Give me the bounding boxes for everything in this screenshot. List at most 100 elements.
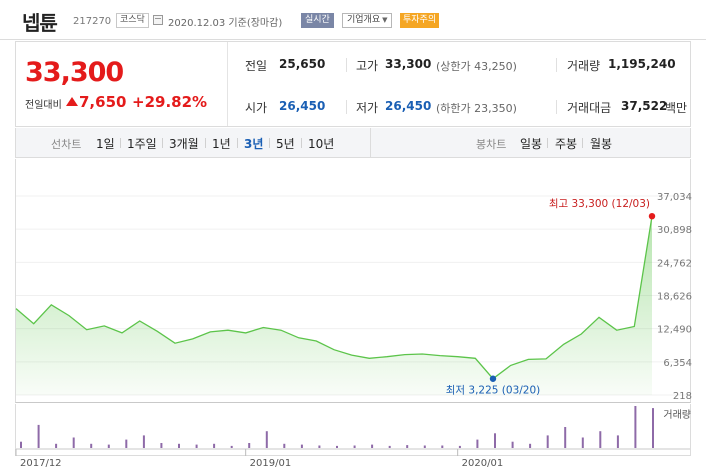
candle-monthly[interactable]: 월봉 xyxy=(590,137,613,151)
prev-close-label: 전일 xyxy=(245,59,268,73)
divider xyxy=(556,100,557,114)
price-area-fill xyxy=(16,216,652,395)
y-tick-label: 24,762 xyxy=(657,258,692,269)
volume-bar xyxy=(213,443,216,448)
change-value: 7,650 xyxy=(79,93,127,111)
volume-bar xyxy=(336,445,338,448)
separator xyxy=(547,138,548,148)
high-marker xyxy=(648,212,656,220)
volume-bar xyxy=(160,443,163,448)
volume-bar xyxy=(195,444,198,448)
separator xyxy=(582,138,583,148)
period-1w[interactable]: 1주일 xyxy=(127,137,157,151)
change-rate: +29.82% xyxy=(132,93,208,111)
open-value: 26,450 xyxy=(279,99,326,113)
separator xyxy=(120,138,121,148)
candle-weekly[interactable]: 주봉 xyxy=(555,137,578,151)
volume-label: 거래량 xyxy=(663,409,691,421)
low-marker xyxy=(489,375,497,382)
separator xyxy=(269,138,270,148)
volume-bar xyxy=(283,443,286,448)
y-tick-label: 30,898 xyxy=(657,225,692,236)
quote-panel: 33,300 전일대비 7,650 +29.82% 전일 25,650 고가 3… xyxy=(15,41,691,127)
period-1d[interactable]: 1일 xyxy=(96,137,115,151)
x-tick-label: 2019/01 xyxy=(250,458,292,469)
realtime-button[interactable]: 실시간 xyxy=(301,13,334,28)
volume-bar xyxy=(406,445,409,448)
line-chart-label: 선차트 xyxy=(51,138,82,151)
base-date: 2020.12.03 기준(장마감) xyxy=(168,18,283,29)
volume-bar xyxy=(529,443,532,448)
volume-bar xyxy=(599,431,602,448)
volume-chart-frame xyxy=(15,404,691,456)
divider xyxy=(346,100,347,114)
volume-bar xyxy=(20,441,22,448)
volume-bar xyxy=(178,443,180,448)
stock-header: 넵튠 217270 코스닥 2020.12.03 기준(장마감) 실시간 기업개… xyxy=(0,0,706,40)
y-tick-label: 12,490 xyxy=(657,325,692,336)
y-tick-label: 6,354 xyxy=(663,358,692,369)
divider xyxy=(346,58,347,72)
period-5y[interactable]: 5년 xyxy=(276,137,295,151)
volume-bar xyxy=(353,445,356,448)
separator xyxy=(162,138,163,148)
volume-bar xyxy=(371,444,374,448)
period-3y[interactable]: 3년 xyxy=(244,137,264,151)
low-label: 저가 xyxy=(356,101,379,115)
high-annotation: 최고 33,300 (12/03) xyxy=(549,198,650,210)
volume-bar xyxy=(388,445,391,448)
price-chart-frame xyxy=(15,159,691,403)
current-price: 33,300 xyxy=(25,57,124,88)
volume-bar xyxy=(441,445,444,448)
price-area: 33,300 전일대비 7,650 +29.82% xyxy=(16,42,228,126)
price-line xyxy=(15,216,653,380)
volume-bar xyxy=(230,445,233,448)
volume-bar xyxy=(142,435,145,448)
volume-bar xyxy=(125,439,128,448)
company-overview-select[interactable]: 기업개요 ▼ xyxy=(342,13,392,28)
company-overview-label: 기업개요 xyxy=(347,15,381,25)
period-1y[interactable]: 1년 xyxy=(212,137,231,151)
volume-bar xyxy=(72,437,75,448)
period-10y[interactable]: 10년 xyxy=(308,137,335,151)
open-label: 시가 xyxy=(245,101,268,115)
separator xyxy=(237,138,238,148)
calendar-icon xyxy=(153,15,163,25)
x-tick-label: 2020/01 xyxy=(462,458,504,469)
amount-value: 37,522 xyxy=(621,99,668,113)
candle-chart-label: 봉차트 xyxy=(476,138,507,151)
high-label: 고가 xyxy=(356,59,379,73)
volume-bar xyxy=(55,443,58,448)
period-3m[interactable]: 3개월 xyxy=(169,137,199,151)
period-toolbar: 선차트 1일 1주일 3개월 1년 3년 5년 10년 봉차트 일봉 주봉 월봉 xyxy=(15,128,691,158)
high-value: 33,300 xyxy=(385,57,432,71)
separator xyxy=(205,138,206,148)
low-annotation: 최저 3,225 (03/20) xyxy=(446,385,541,397)
amount-label: 거래대금 xyxy=(567,101,612,115)
volume-bar xyxy=(616,435,619,448)
volume-bar xyxy=(423,445,426,448)
y-tick-label: 218 xyxy=(673,391,692,402)
candle-daily[interactable]: 일봉 xyxy=(520,137,543,151)
stock-name: 넵튠 xyxy=(22,11,58,35)
volume-bar xyxy=(107,444,110,448)
volume-bar xyxy=(248,443,251,448)
volume-bar xyxy=(476,439,479,448)
volume-bar xyxy=(581,437,584,448)
investment-caution-badge: 투자주의 xyxy=(400,13,440,28)
volume-bar xyxy=(511,441,514,448)
volume-bar xyxy=(634,406,637,448)
volume-bar xyxy=(458,445,461,448)
market-badge: 코스닥 xyxy=(116,13,149,28)
volume-bar xyxy=(37,424,40,448)
separator xyxy=(301,138,302,148)
y-tick-label: 37,034 xyxy=(657,192,692,203)
volume-bar xyxy=(300,444,303,448)
volume-bar xyxy=(564,427,567,448)
volume-bar xyxy=(265,431,268,448)
volume-label: 거래량 xyxy=(567,59,601,73)
amount-unit: 백만 xyxy=(665,101,688,115)
up-arrow-icon xyxy=(66,97,78,106)
stock-code: 217270 xyxy=(73,16,112,27)
